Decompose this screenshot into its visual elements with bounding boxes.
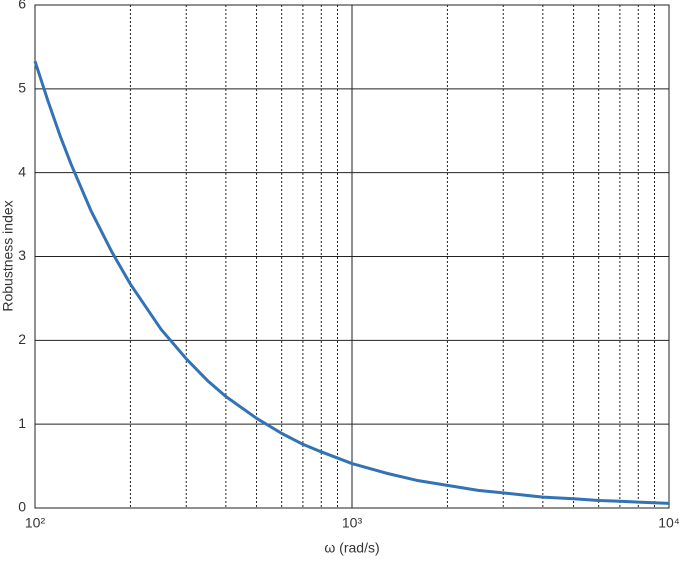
- y-tick-label: 5: [18, 80, 26, 96]
- x-axis-label: ω (rad/s): [324, 540, 379, 556]
- y-tick-label: 2: [18, 331, 26, 347]
- y-tick-label: 6: [18, 0, 26, 12]
- line-series: [33, 60, 670, 505]
- y-tick-label: 1: [18, 415, 26, 431]
- plot-frame: [34, 4, 670, 509]
- y-axis-label: Robustness index: [0, 200, 16, 311]
- y-tick-label: 0: [18, 499, 26, 515]
- x-tick-label: 10²: [25, 515, 46, 531]
- y-tick-label: 3: [18, 247, 26, 263]
- x-tick-label: 10⁴: [658, 515, 680, 531]
- y-tick-label: 4: [18, 163, 26, 179]
- x-tick-label: 10³: [342, 515, 363, 531]
